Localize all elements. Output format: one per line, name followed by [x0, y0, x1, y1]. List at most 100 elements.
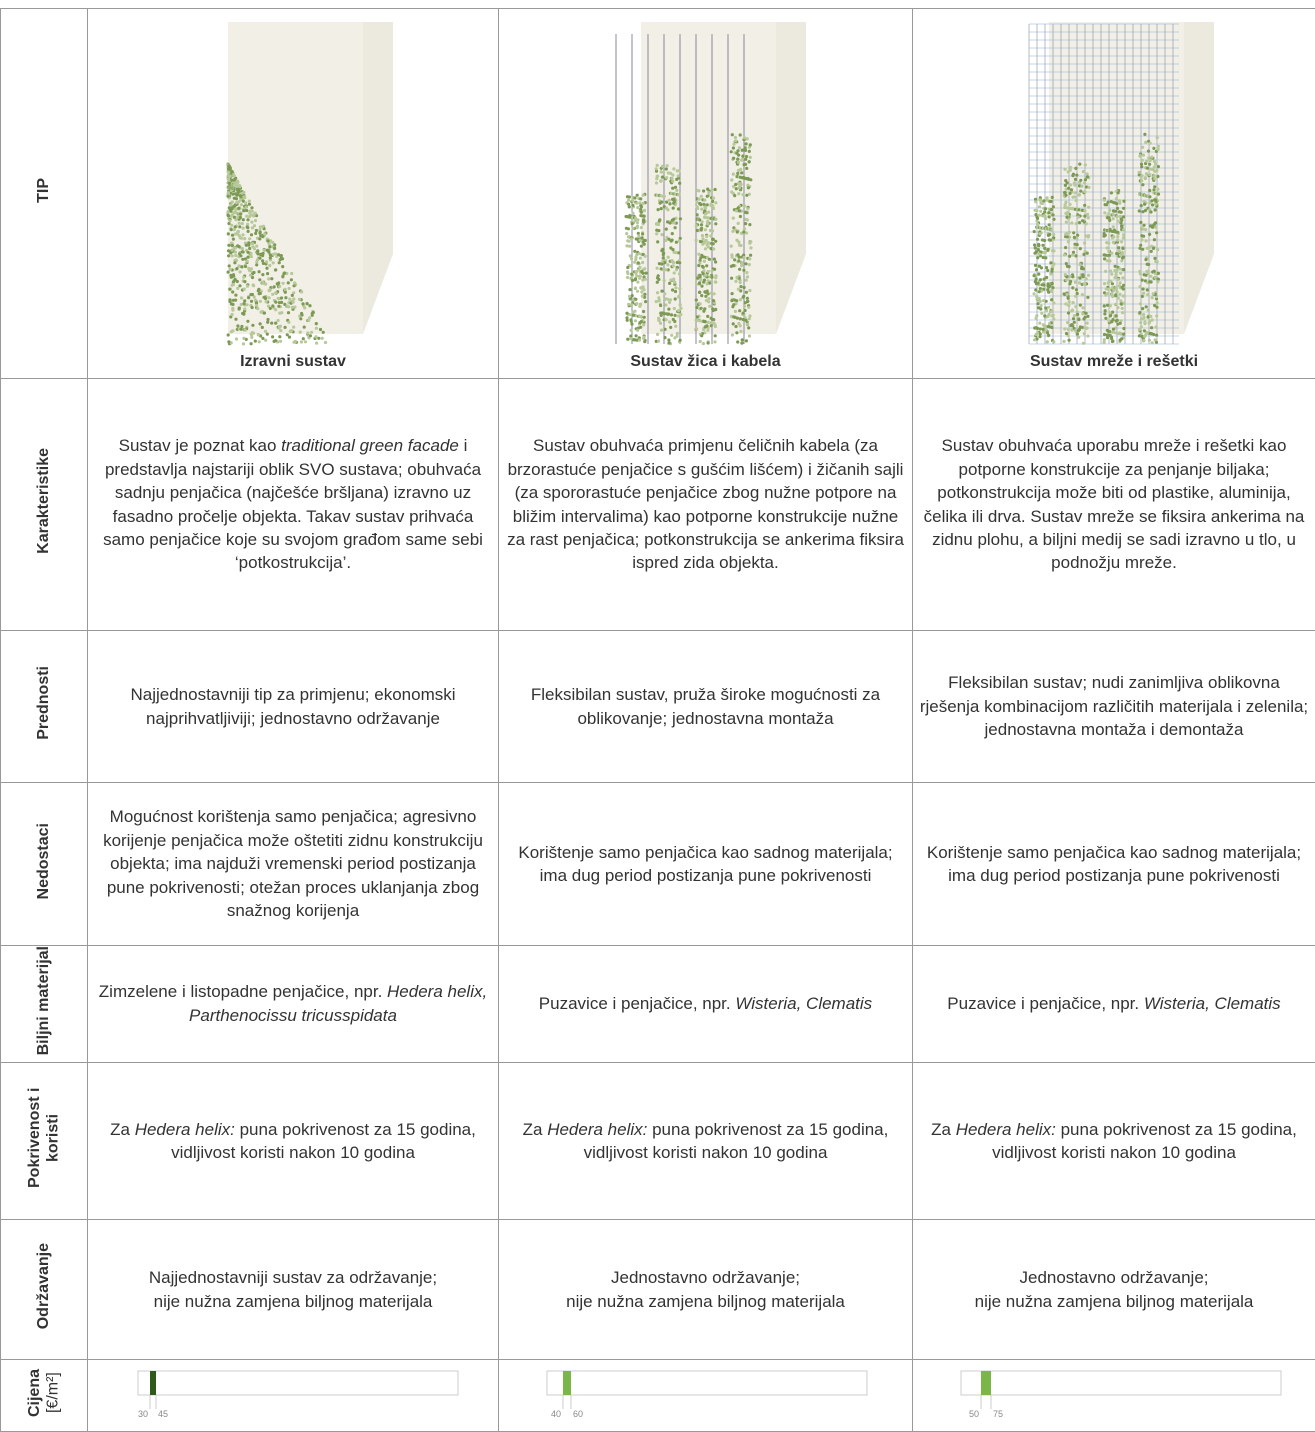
cell-text-italic: Wisteria, Clematis: [1144, 994, 1281, 1013]
leaf: [1068, 300, 1071, 303]
leaf: [1080, 185, 1083, 188]
row-label: Prednosti: [1, 631, 88, 783]
leaf: [242, 250, 245, 253]
leaf: [1149, 210, 1152, 213]
leaf: [242, 342, 245, 345]
leaf: [706, 315, 709, 318]
leaf: [266, 332, 269, 335]
leaf: [270, 277, 273, 280]
leaf: [630, 272, 633, 275]
cell-text: Za: [110, 1120, 135, 1139]
leaf: [238, 284, 241, 287]
leaf: [1081, 293, 1084, 296]
leaf: [1157, 165, 1160, 168]
leaf: [290, 329, 293, 332]
leaf: [714, 201, 717, 204]
leaf: [699, 278, 702, 281]
leaf: [674, 241, 677, 244]
leaf: [1151, 296, 1154, 299]
leaf: [747, 317, 750, 320]
leaf: [1074, 295, 1077, 298]
leaf: [745, 137, 748, 140]
leaf: [1079, 247, 1082, 250]
leaf: [656, 223, 659, 226]
row-label-main: Karakteristike: [35, 448, 52, 554]
leaf: [744, 339, 747, 342]
leaf: [1153, 174, 1156, 177]
leaf: [1039, 327, 1042, 330]
leaf: [229, 203, 232, 206]
leaf: [239, 216, 242, 219]
leaf: [1050, 200, 1053, 203]
leaf: [665, 200, 668, 203]
leaf: [738, 215, 741, 218]
leaf: [749, 246, 752, 249]
leaf: [666, 263, 669, 266]
leaf: [281, 257, 284, 260]
leaf: [698, 218, 701, 221]
leaf: [1144, 258, 1147, 261]
row-label-main: Biljni materijal: [35, 946, 52, 1055]
row-label: Cijena[€/m²]: [1, 1360, 88, 1432]
leaf: [1073, 236, 1076, 239]
leaf: [731, 322, 734, 325]
leaf: [1153, 270, 1156, 273]
leaf: [1036, 238, 1039, 241]
leaf: [242, 312, 245, 315]
leaf: [1047, 306, 1050, 309]
leaf: [744, 158, 747, 161]
leaf: [1156, 280, 1159, 283]
leaf: [227, 179, 230, 182]
leaf: [704, 295, 707, 298]
leaf: [1140, 204, 1143, 207]
leaf: [733, 316, 736, 319]
leaf: [698, 274, 701, 277]
leaf: [641, 202, 644, 205]
leaf: [669, 172, 672, 175]
leaf: [1106, 333, 1109, 336]
leaf: [644, 271, 647, 274]
leaf: [738, 268, 741, 271]
leaf: [743, 309, 746, 312]
leaf: [241, 222, 244, 225]
leaf: [1084, 316, 1087, 319]
leaf: [699, 203, 702, 206]
leaf: [1116, 319, 1119, 322]
leaf: [643, 340, 646, 343]
leaf: [250, 220, 253, 223]
leaf: [1063, 292, 1066, 295]
leaf: [744, 319, 747, 322]
leaf: [242, 227, 245, 230]
leaf: [254, 232, 257, 235]
leaf: [1064, 191, 1067, 194]
row-label-main: Održavanje: [35, 1243, 52, 1329]
leaf: [672, 271, 675, 274]
column-title: Sustav žica i kabela: [505, 351, 906, 373]
leaf: [300, 290, 303, 293]
leaf: [245, 206, 248, 209]
leaf: [1154, 325, 1157, 328]
leaf: [1071, 286, 1074, 289]
leaf: [1143, 322, 1146, 325]
leaf: [259, 234, 262, 237]
leaf: [1046, 249, 1049, 252]
leaf: [1081, 312, 1084, 315]
leaf: [243, 195, 246, 198]
leaf: [625, 232, 628, 235]
leaf: [1106, 304, 1109, 307]
leaf: [641, 232, 644, 235]
leaf: [626, 266, 629, 269]
leaf: [1084, 178, 1087, 181]
leaf: [1086, 213, 1089, 216]
leaf: [1112, 225, 1115, 228]
leaf: [631, 314, 634, 317]
leaf: [250, 233, 253, 236]
leaf: [1106, 246, 1109, 249]
leaf: [698, 340, 701, 343]
leaf: [627, 240, 630, 243]
leaf: [1153, 177, 1156, 180]
leaf: [231, 290, 234, 293]
leaf: [1041, 202, 1044, 205]
leaf: [1043, 247, 1046, 250]
